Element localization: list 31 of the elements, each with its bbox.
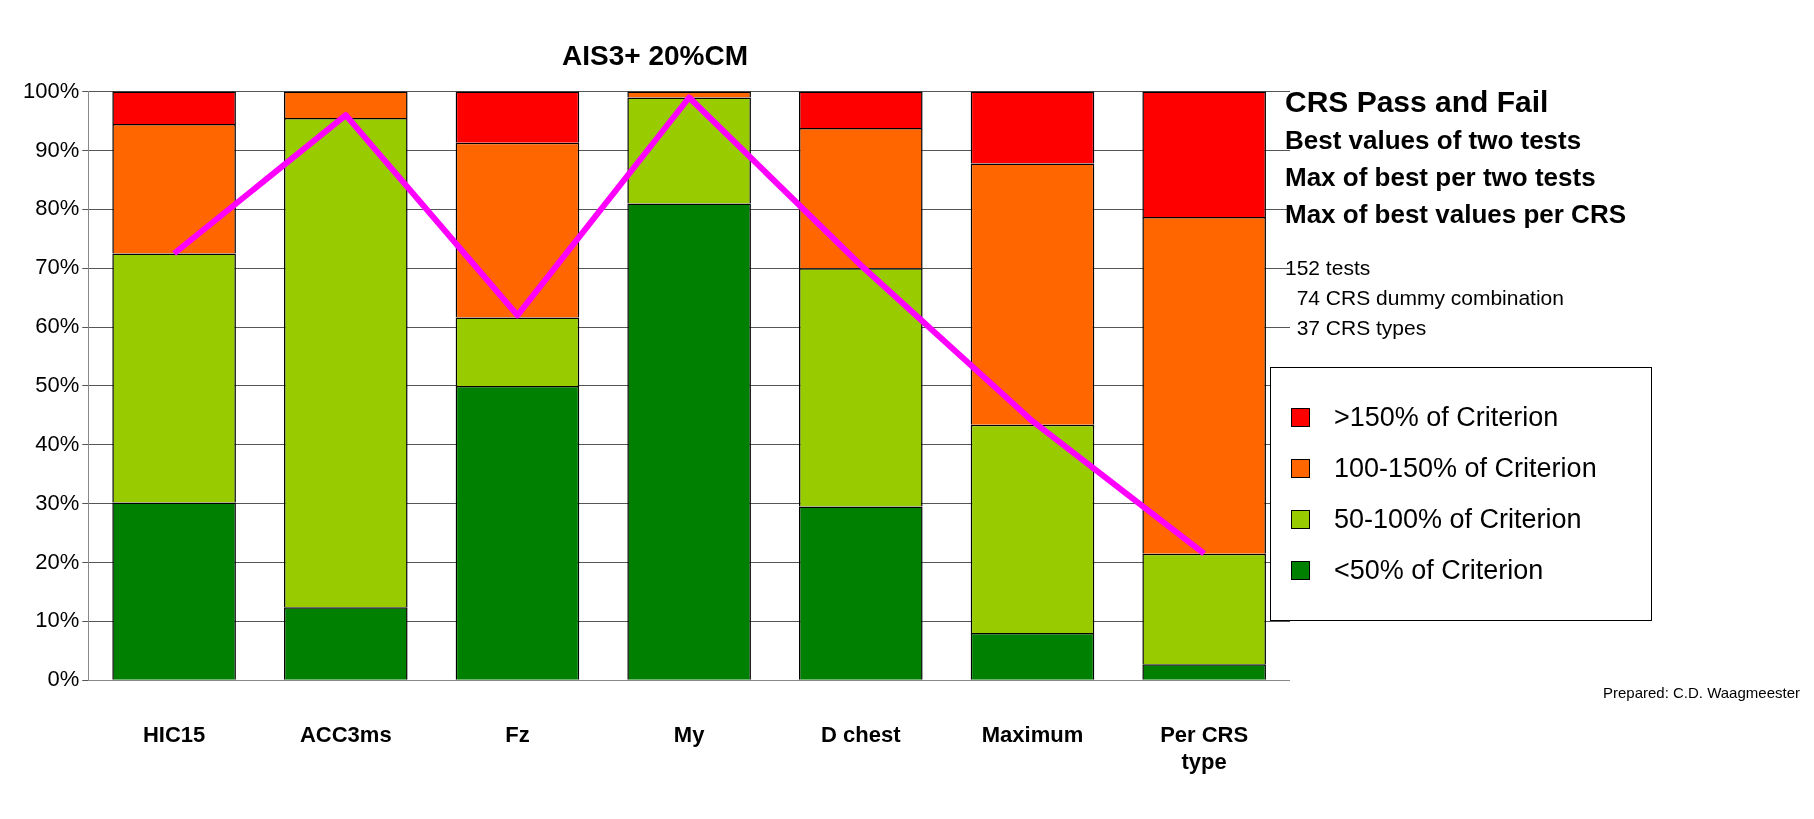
y-tick-label: 10%	[35, 607, 80, 633]
legend-label: >150% of Criterion	[1334, 402, 1559, 433]
y-tick-label: 30%	[35, 489, 80, 515]
text: 74 CRS dummy combination	[1295, 286, 1565, 310]
chart-title: AIS3+ 20%CM	[562, 39, 748, 71]
annotation: CRS Pass and Fail	[1285, 85, 1550, 119]
x-tick-label: D chest	[821, 722, 902, 748]
legend-label: <50% of Criterion	[1334, 555, 1544, 586]
text: 37 CRS types	[1295, 316, 1428, 340]
annotation: Max of best values per CRS	[1285, 199, 1627, 230]
y-tick-label: 100%	[22, 77, 80, 103]
legend-label: 100-150% of Criterion	[1334, 453, 1597, 484]
x-tick-label: HIC15	[142, 722, 206, 748]
y-tick-label: 60%	[35, 313, 80, 339]
x-tick-label: ACC3ms	[299, 722, 392, 748]
x-tick-label: My	[673, 722, 706, 748]
y-tick-label: 40%	[35, 430, 80, 456]
y-tick-label: 0%	[47, 666, 80, 692]
x-tick-label: Maximum	[981, 722, 1084, 748]
y-tick-label: 90%	[35, 136, 80, 162]
x-tick-label: Fz	[505, 722, 530, 748]
x-tick-label: Per CRS type	[1160, 722, 1249, 774]
legend-label: 50-100% of Criterion	[1334, 504, 1582, 535]
text: Prepared: C.D. Waagmeester	[1602, 684, 1800, 701]
y-tick-label: 70%	[35, 254, 80, 280]
annotation: 152 tests	[1285, 256, 1372, 280]
y-tick-label: 80%	[35, 195, 80, 221]
annotation: Max of best per two tests	[1285, 162, 1597, 193]
annotation: Best values of two tests	[1285, 125, 1583, 156]
y-tick-label: 50%	[35, 371, 80, 397]
y-tick-label: 20%	[35, 548, 80, 574]
